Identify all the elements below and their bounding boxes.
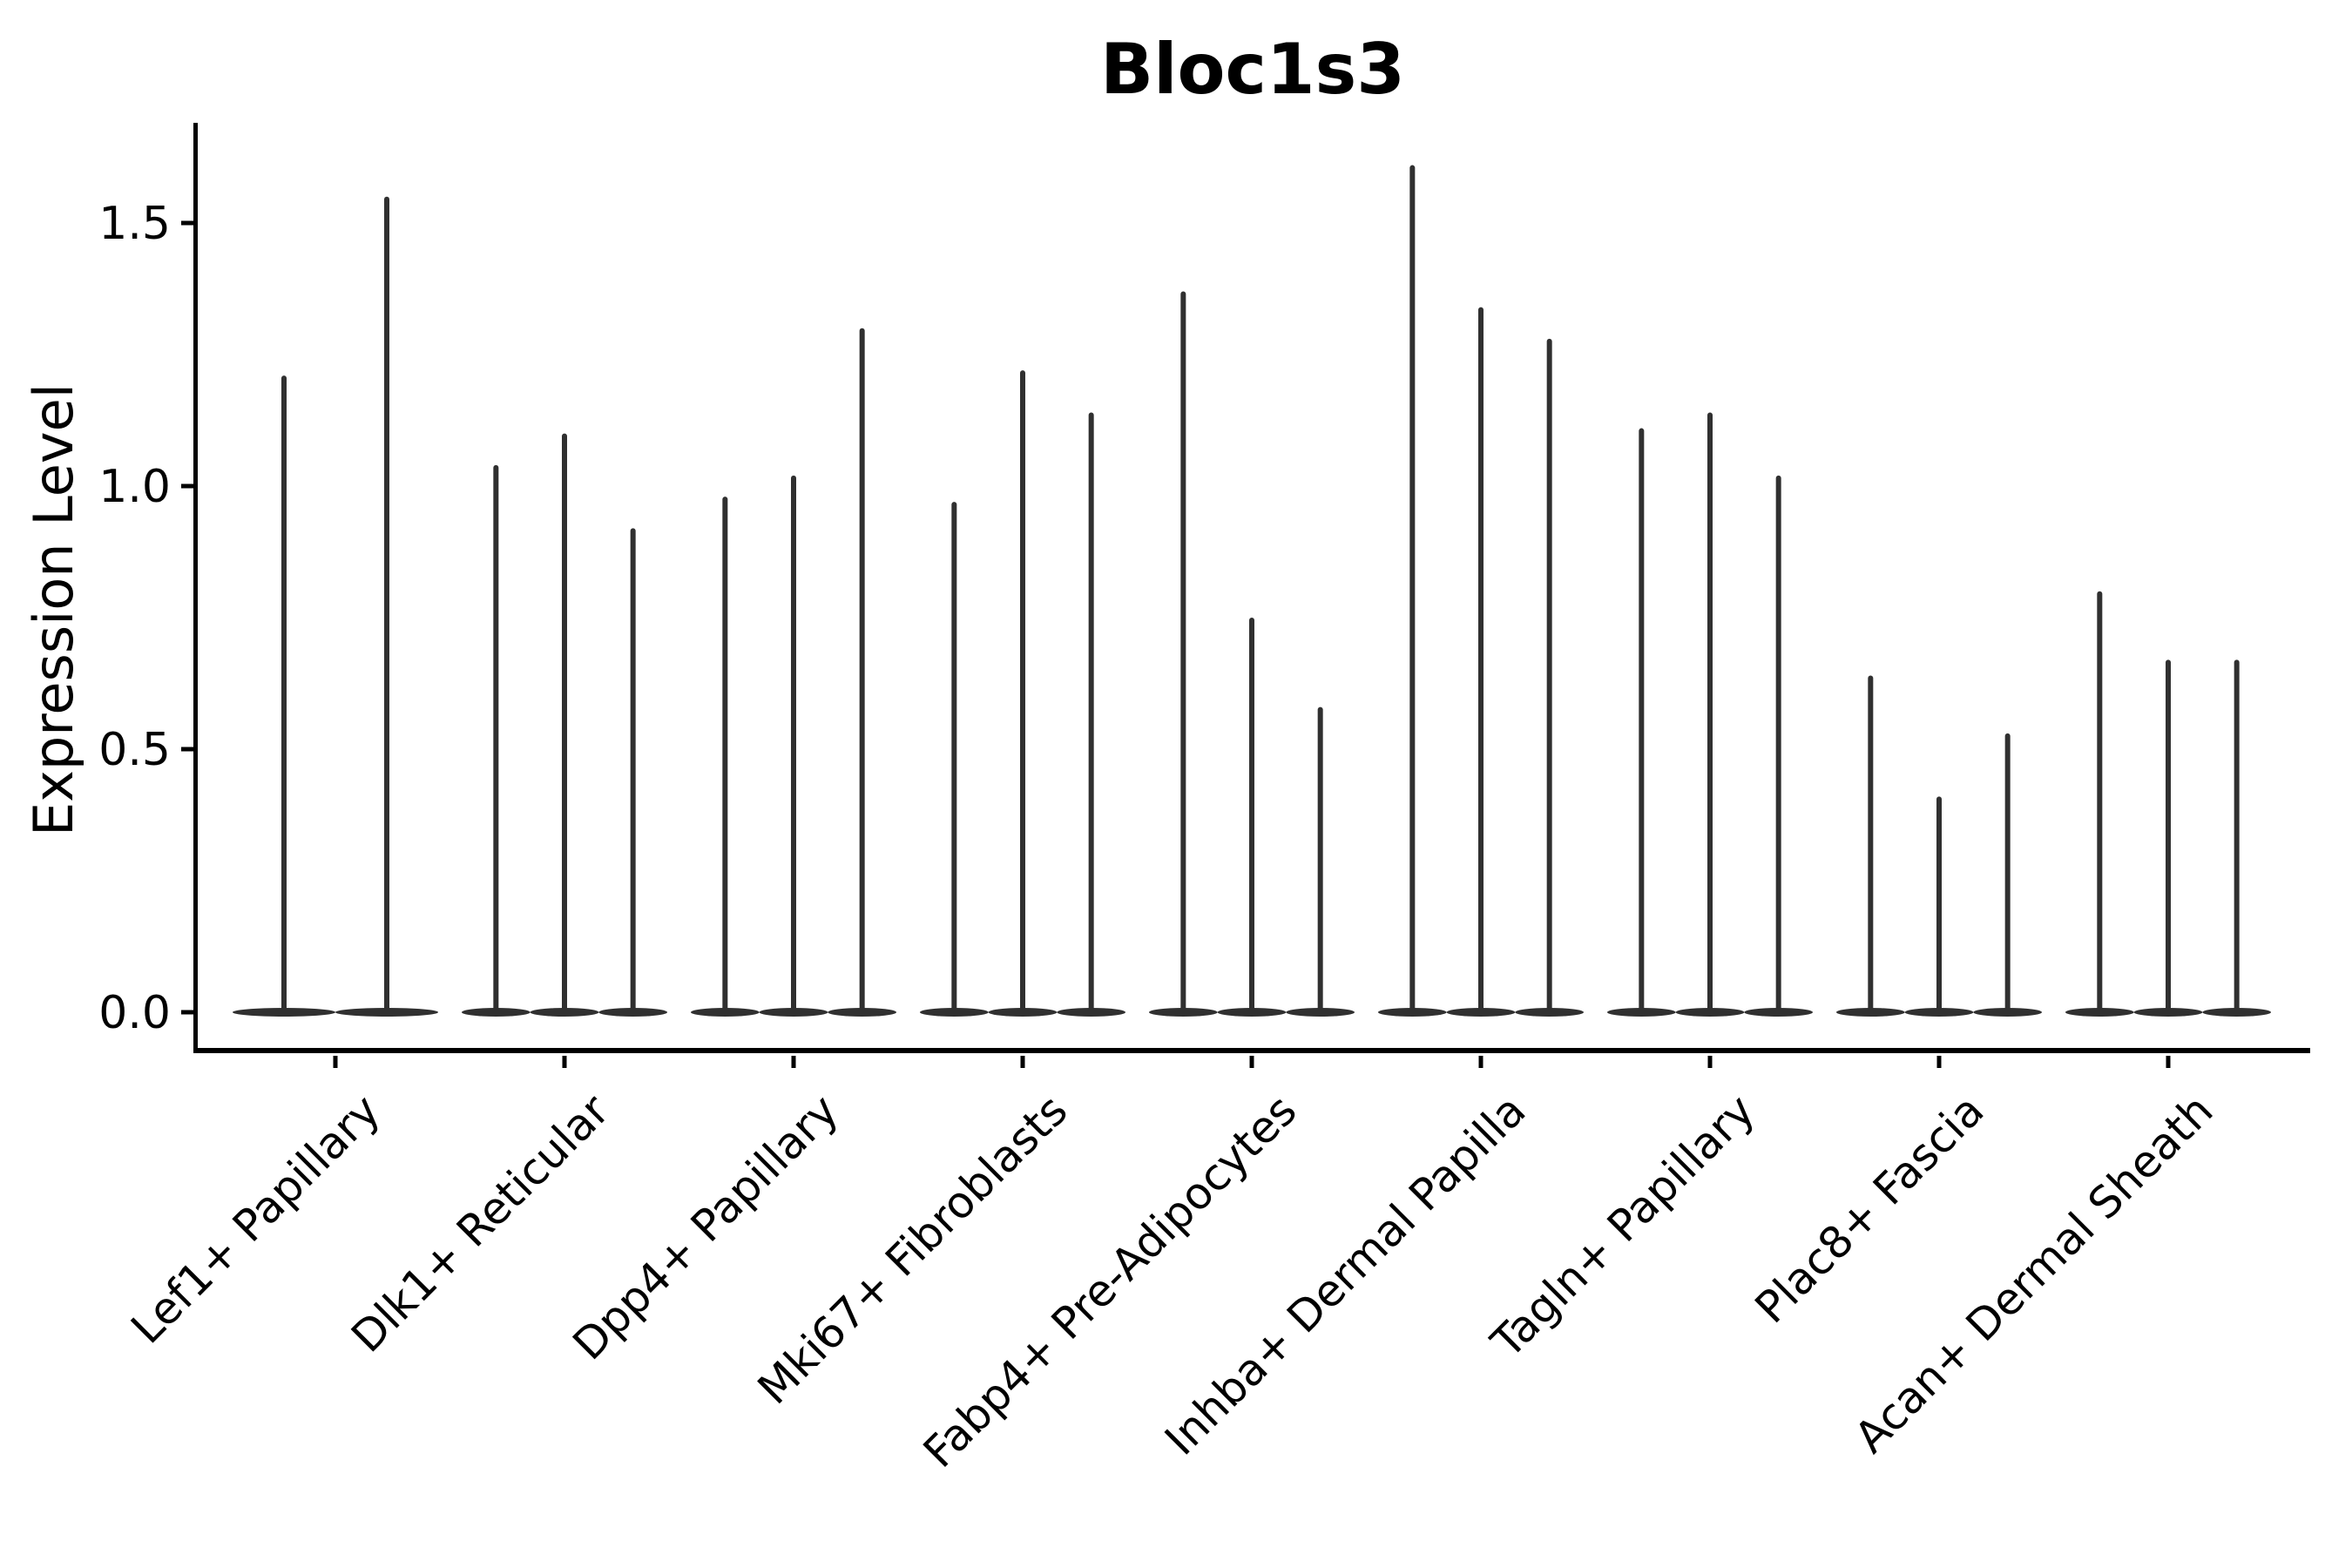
violin-spike (1249, 618, 1254, 1014)
violin (988, 370, 1058, 1017)
x-tick-mark (1020, 1056, 1025, 1068)
violin-spike (1317, 706, 1323, 1014)
violin-spike (1409, 165, 1416, 1014)
y-axis-spine (193, 123, 198, 1053)
y-tick-label: 1.0 (98, 461, 171, 513)
violin-spike (951, 502, 957, 1014)
violin-spike (2166, 659, 2171, 1014)
y-tick-label: 1.5 (98, 198, 171, 250)
x-tick-label: Lef1+ Papillary (121, 1085, 389, 1353)
violin (1973, 733, 2043, 1017)
x-tick-label: Plac8+ Fascia (1746, 1085, 1994, 1333)
x-tick-mark (1936, 1056, 1942, 1068)
y-tick-mark (181, 747, 193, 752)
violin-spike (859, 328, 865, 1014)
violin-spike (1546, 338, 1552, 1014)
axes: 0.0 0.5 1.0 1.5 (98, 123, 2310, 1068)
violin (530, 433, 599, 1017)
violin-spike (1088, 412, 1094, 1014)
violin (920, 502, 989, 1017)
y-tick-mark (181, 220, 193, 226)
violin-spike (493, 464, 499, 1014)
violin (1217, 618, 1287, 1017)
violin (1515, 338, 1584, 1017)
x-tick-mark (333, 1056, 338, 1068)
violin-spike (791, 475, 796, 1014)
violin (1057, 412, 1125, 1017)
violin (759, 475, 828, 1017)
violin-spike (1936, 796, 1942, 1014)
x-tick-label: Fabp4+ Pre-Adipocytes (914, 1085, 1307, 1477)
x-tick-mark (2166, 1056, 2171, 1068)
violin-spike (722, 497, 728, 1014)
violin-spike (562, 433, 567, 1015)
violin (233, 375, 335, 1017)
violin-spike (281, 375, 287, 1014)
y-tick-label: 0.0 (98, 987, 171, 1039)
y-tick-mark (181, 1010, 193, 1015)
violins (233, 165, 2272, 1017)
y-tick-label: 0.5 (98, 724, 171, 776)
violin (335, 196, 438, 1017)
violin-spike (1868, 675, 1874, 1014)
violin-spike (1180, 291, 1186, 1014)
violin (2065, 591, 2134, 1017)
violin (2202, 659, 2272, 1017)
x-tick-mark (791, 1056, 796, 1068)
x-tick-mark (1478, 1056, 1484, 1068)
y-axis-label: Expression Level (22, 383, 85, 836)
violin (1904, 796, 1974, 1017)
violin-spike (2234, 659, 2240, 1014)
chart-title: Bloc1s3 (1100, 29, 1405, 110)
violin (1744, 475, 1813, 1017)
violin (1446, 307, 1516, 1017)
violin-spike (2004, 733, 2011, 1014)
violin (1607, 428, 1676, 1017)
violin (462, 464, 531, 1017)
violin-spike (384, 196, 389, 1015)
y-tick-mark (181, 483, 193, 489)
violin-spike (1478, 307, 1484, 1014)
x-axis-spine (193, 1048, 2310, 1053)
violin (828, 328, 896, 1017)
violin (1286, 706, 1355, 1017)
violin (598, 528, 668, 1017)
violin (691, 497, 760, 1017)
violin (1836, 675, 1905, 1017)
violin-spike (630, 528, 636, 1014)
violin-spike (2097, 591, 2103, 1014)
x-tick-mark (1707, 1056, 1713, 1068)
violin (1149, 291, 1218, 1017)
violin-spike (1707, 412, 1713, 1014)
x-tick-mark (562, 1056, 567, 1068)
violin (2133, 659, 2203, 1017)
x-tick-mark (1249, 1056, 1254, 1068)
violin (1675, 412, 1745, 1017)
violin-spike (1639, 428, 1645, 1014)
violin-spike (1775, 475, 1781, 1014)
violin (1378, 165, 1447, 1017)
violin-spike (1020, 370, 1025, 1014)
